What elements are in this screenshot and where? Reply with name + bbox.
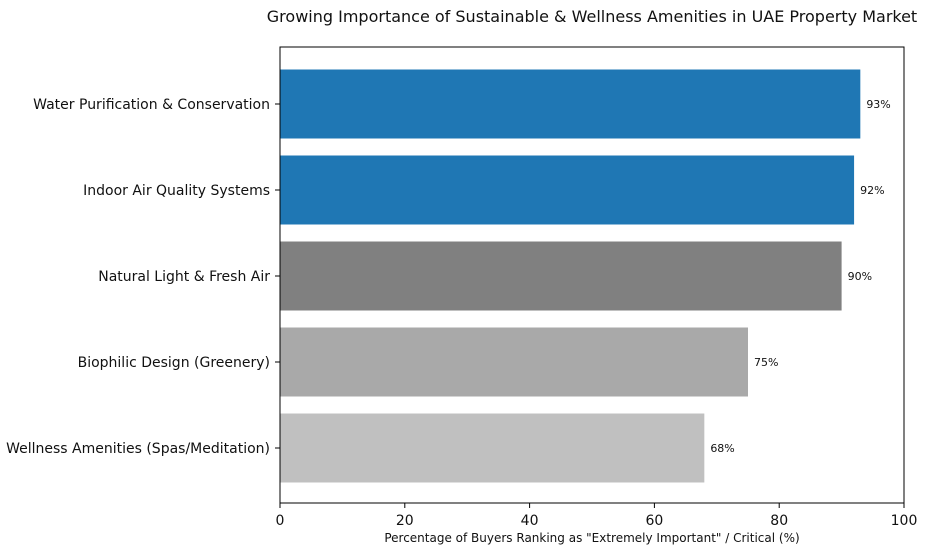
category-label-indoor-air-quality-systems: Indoor Air Quality Systems xyxy=(83,183,270,199)
data-label-water-purification-conservation: 93% xyxy=(866,98,890,111)
plot-frame xyxy=(279,46,905,504)
chart-title: Growing Importance of Sustainable & Well… xyxy=(267,7,917,26)
bars-layer xyxy=(280,69,861,483)
bar-natural-light-fresh-air xyxy=(280,241,842,311)
data-label-biophilic-design-greenery: 75% xyxy=(754,356,778,369)
x-axis: 0 20 40 60 80 100 xyxy=(275,103,918,529)
category-label-water-purification-conservation: Water Purification & Conservation xyxy=(33,97,270,113)
x-axis-label: Percentage of Buyers Ranking as "Extreme… xyxy=(384,531,799,545)
labels-layer: 93% Water Purification & Conservation 92% I… xyxy=(6,97,891,457)
data-label-wellness-amenities-spas-meditation: 68% xyxy=(710,442,734,455)
bar-water-purification-conservation xyxy=(280,69,861,139)
category-label-biophilic-design-greenery: Biophilic Design (Greenery) xyxy=(78,355,270,371)
category-label-natural-light-fresh-air: Natural Light & Fresh Air xyxy=(98,269,270,285)
bar-indoor-air-quality-systems xyxy=(280,155,855,225)
bar-wellness-amenities-spas-meditation xyxy=(280,413,705,483)
category-label-wellness-amenities-spas-meditation: Wellness Amenities (Spas/Meditation) xyxy=(6,441,270,457)
x-tick-label-60: 60 xyxy=(645,513,663,529)
data-label-indoor-air-quality-systems: 92% xyxy=(860,184,884,197)
data-label-natural-light-fresh-air: 90% xyxy=(848,270,872,283)
bar-biophilic-design-greenery xyxy=(280,327,748,397)
x-tick-label-20: 20 xyxy=(396,513,414,529)
x-tick-label-0: 0 xyxy=(276,513,285,529)
x-tick-label-100: 100 xyxy=(891,513,918,529)
x-tick-label-80: 80 xyxy=(770,513,788,529)
x-tick-label-40: 40 xyxy=(521,513,539,529)
